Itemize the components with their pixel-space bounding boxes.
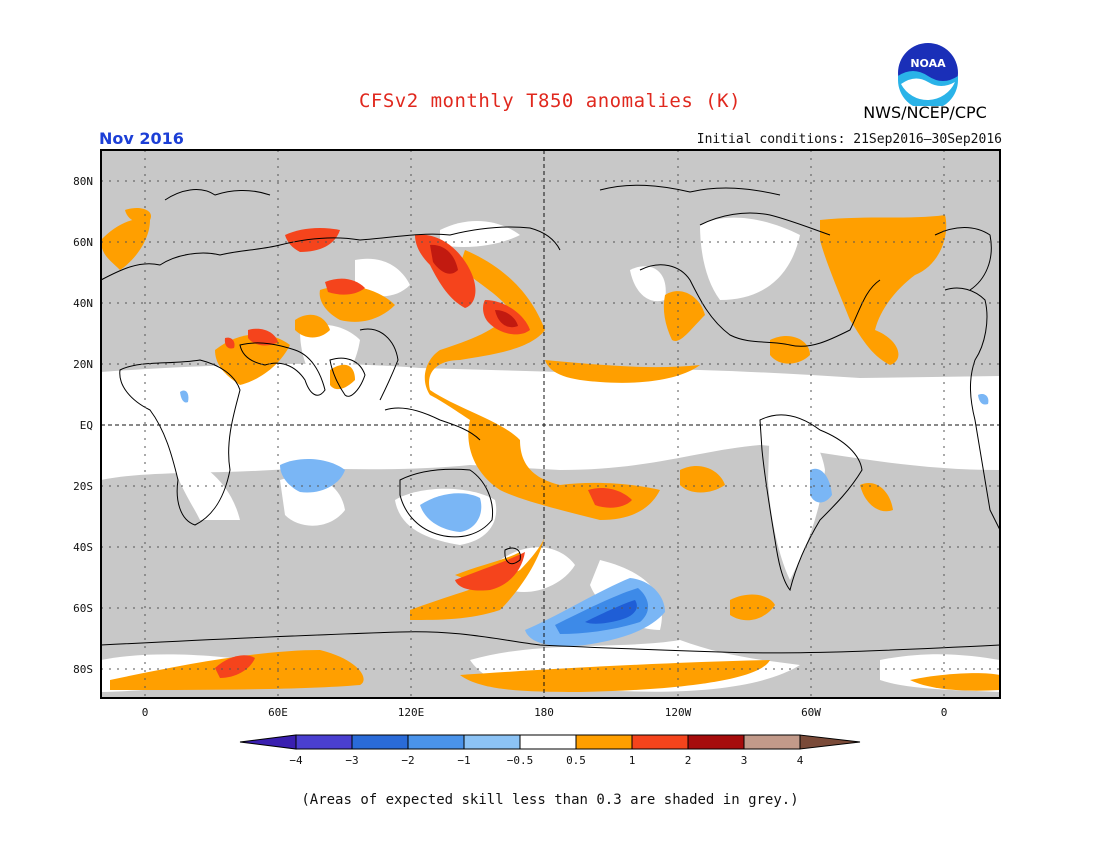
- lat-label: EQ: [80, 419, 93, 432]
- lat-label: 40S: [73, 541, 93, 554]
- lat-label: 80N: [73, 175, 93, 188]
- legend-tick-label: −3: [345, 754, 358, 767]
- legend-tick-label: −0.5: [507, 754, 534, 767]
- legend-arrow-high: [799, 734, 861, 750]
- legend-swatch: [575, 734, 633, 750]
- logo-text: NOAA: [910, 57, 946, 70]
- legend-tick-label: 4: [797, 754, 804, 767]
- lon-label: 120W: [665, 706, 692, 719]
- lon-axis: 0 60E 120E 180 120W 60W 0: [142, 706, 948, 719]
- lon-label: 60E: [268, 706, 288, 719]
- cool-anomaly-m2-m1: [555, 588, 649, 634]
- initial-conditions: Initial conditions: 21Sep2016–30Sep2016: [696, 132, 1002, 147]
- color-legend: −4 −3 −2 −1 −0.5 0.5 1 2 3 4: [239, 734, 861, 767]
- lat-label: 40N: [73, 297, 93, 310]
- lat-label: 60N: [73, 236, 93, 249]
- map-field: [101, 150, 1000, 698]
- legend-tick-label: −2: [401, 754, 414, 767]
- legend-tick-label: 3: [741, 754, 748, 767]
- noaa-logo: NOAA: [895, 40, 961, 110]
- legend-tick-label: 2: [685, 754, 692, 767]
- warm-anomaly-05-1: [101, 208, 1000, 692]
- legend-swatch: [295, 734, 353, 750]
- lon-label: 60W: [801, 706, 821, 719]
- legend-swatch: [519, 734, 577, 750]
- legend-swatch: [351, 734, 409, 750]
- legend-swatch: [687, 734, 745, 750]
- lat-label: 60S: [73, 602, 93, 615]
- legend-tick-label: −4: [289, 754, 303, 767]
- lat-label: 20S: [73, 480, 93, 493]
- map-frame: [100, 149, 1001, 699]
- legend-tick-label: 0.5: [566, 754, 586, 767]
- lon-label: 120E: [398, 706, 425, 719]
- cool-anomaly-m3-m2: [585, 600, 637, 624]
- lat-axis: 80N 60N 40N 20N EQ 20S 40S 60S 80S: [73, 175, 93, 676]
- legend-swatch: [631, 734, 689, 750]
- lon-label: 180: [534, 706, 554, 719]
- legend-arrow-low: [239, 734, 297, 750]
- agency-label: NWS/NCEP/CPC: [863, 103, 987, 122]
- lon-label: 0: [142, 706, 149, 719]
- coastlines: [101, 184, 1000, 654]
- legend-tick-label: −1: [457, 754, 470, 767]
- gridlines: [101, 150, 1000, 698]
- skill-footnote: (Areas of expected skill less than 0.3 a…: [301, 792, 799, 808]
- legend-swatch: [407, 734, 465, 750]
- lon-label: 0: [941, 706, 948, 719]
- lat-label: 20N: [73, 358, 93, 371]
- legend-swatch: [463, 734, 521, 750]
- warm-anomaly-2-3: [430, 244, 518, 328]
- chart-title: CFSv2 monthly T850 anomalies (K): [358, 90, 742, 112]
- legend-swatch: [743, 734, 801, 750]
- legend-tick-label: 1: [629, 754, 636, 767]
- lat-label: 80S: [73, 663, 93, 676]
- forecast-month: Nov 2016: [99, 129, 184, 148]
- reference-lines: [101, 150, 1000, 698]
